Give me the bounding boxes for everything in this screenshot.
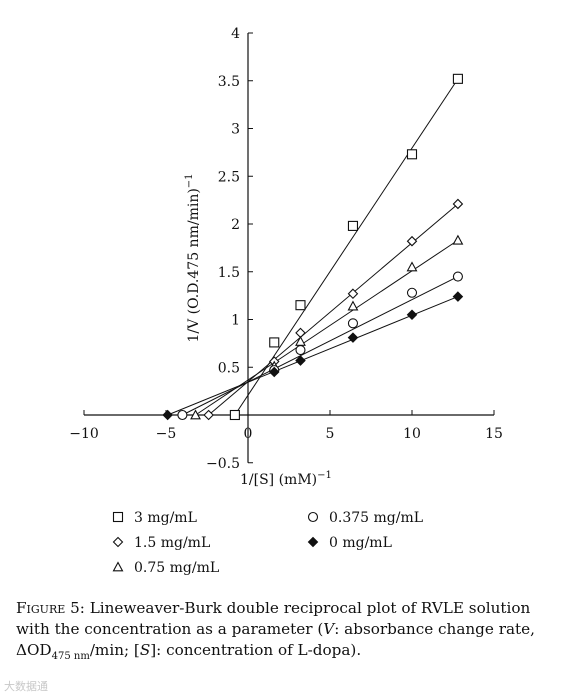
data-point-3-mg-ml — [295, 300, 306, 311]
x-tick-label: −10 — [69, 426, 99, 442]
y-tick-label: 4 — [231, 26, 240, 42]
caption-s-symbol: S — [139, 641, 151, 659]
legend-label-1-5-mg-ml: 1.5 mg/mL — [134, 535, 210, 551]
caption-label: Figure 5: — [16, 599, 85, 617]
x-axis-title-exponent: −1 — [317, 470, 332, 481]
legend-marker-1-5-mg-ml — [112, 536, 124, 548]
x-tick-label: 5 — [326, 426, 335, 442]
caption-text-4: ]: concentration of L-dopa). — [150, 641, 362, 659]
axes — [83, 32, 495, 464]
caption-text-1: Lineweaver-Burk double reciprocal plot o… — [16, 599, 531, 638]
y-tick-label: 3 — [231, 122, 240, 138]
data-point-0-375-mg-ml — [347, 318, 359, 329]
y-axis-title-text: 1/V (O.D.475 nm/min) — [186, 188, 202, 342]
data-point-0-75-mg-ml — [347, 300, 359, 311]
lineweaver-burk-chart: −10 −5 0 5 10 15 −0.5 0.5 1 1.5 2 2.5 3 3.5 4 1/[S] (m… — [69, 26, 503, 576]
y-tick-label: 1.5 — [218, 265, 240, 281]
legend-marker-0-375-mg-ml — [307, 511, 319, 523]
caption-text-2: : absorbance change rate, ΔOD — [16, 620, 535, 659]
caption-od-subscript: 475 nm — [51, 651, 90, 663]
caption-v-symbol: V — [323, 620, 335, 638]
data-point-1-5-mg-ml — [347, 288, 359, 299]
x-tick-label: −5 — [156, 426, 177, 442]
data-point-1-5-mg-ml — [452, 198, 464, 210]
y-tick-label: 2.5 — [218, 169, 240, 185]
data-point-3-mg-ml — [229, 409, 240, 421]
legend-label-0-375-mg-ml: 0.375 mg/mL — [329, 510, 423, 526]
data-point-0-75-mg-ml — [295, 335, 306, 346]
data-point-0-75-mg-ml — [190, 409, 201, 420]
data-point-0-75-mg-ml — [406, 261, 418, 272]
y-tick-label: −0.5 — [206, 456, 240, 472]
data-point-3-mg-ml — [347, 220, 359, 231]
y-tick-label: 1 — [231, 313, 240, 329]
data-point-3-mg-ml — [452, 73, 463, 84]
data-point-1-5-mg-ml — [203, 409, 214, 421]
data-point-0-375-mg-ml — [177, 409, 188, 421]
fit-line-1-5-mg-ml — [208, 203, 459, 416]
x-tick-label: 10 — [403, 426, 421, 442]
data-point-0-mg-ml — [347, 332, 359, 343]
fit-lines — [167, 78, 459, 416]
y-tick-label: 0.5 — [218, 360, 240, 376]
data-point-0-375-mg-ml — [295, 345, 306, 356]
data-point-3-mg-ml — [406, 149, 418, 160]
data-point-0-mg-ml — [295, 355, 306, 366]
caption-text-3: /min; [ — [89, 641, 140, 659]
data-point-1-5-mg-ml — [406, 235, 418, 247]
x-axis-title-text: 1/[S] (mM) — [240, 472, 317, 488]
data-point-0-375-mg-ml — [406, 287, 418, 298]
legend-label-3-mg-ml: 3 mg/mL — [134, 510, 197, 526]
data-point-0-mg-ml — [452, 291, 464, 302]
data-point-0-mg-ml — [268, 366, 280, 378]
data-point-3-mg-ml — [269, 337, 280, 348]
legend: 3 mg/mL 1.5 mg/mL 0.75 mg/mL 0.375 mg/mL 0 m… — [112, 510, 423, 576]
y-axis-title: 1/V (O.D.475 nm/min)−1 — [184, 173, 202, 342]
data-points — [162, 73, 464, 421]
x-axis-title: 1/[S] (mM)−1 — [240, 470, 332, 488]
y-tick-label: 2 — [231, 217, 240, 233]
x-tick-label: 15 — [485, 426, 503, 442]
x-tick-label: 0 — [244, 426, 253, 442]
legend-marker-0-mg-ml — [307, 536, 319, 548]
data-point-0-75-mg-ml — [452, 234, 464, 245]
data-point-0-375-mg-ml — [452, 271, 463, 282]
legend-marker-0-75-mg-ml — [112, 561, 124, 572]
y-tick-label: 3.5 — [218, 74, 240, 90]
fit-line-0-375-mg-ml — [182, 276, 459, 416]
y-axis-title-exponent: −1 — [184, 173, 195, 188]
data-point-0-mg-ml — [406, 309, 418, 321]
legend-marker-3-mg-ml — [112, 511, 124, 523]
watermark: 大数据通 — [4, 680, 48, 693]
tick-labels: −10 −5 0 5 10 15 −0.5 0.5 1 1.5 2 2.5 3 3.5 4 — [69, 26, 503, 472]
legend-label-0-mg-ml: 0 mg/mL — [329, 535, 392, 551]
data-point-0-mg-ml — [162, 409, 173, 421]
legend-label-0-75-mg-ml: 0.75 mg/mL — [134, 560, 219, 576]
figure-caption: Figure 5: Lineweaver-Burk double recipro… — [16, 598, 564, 667]
